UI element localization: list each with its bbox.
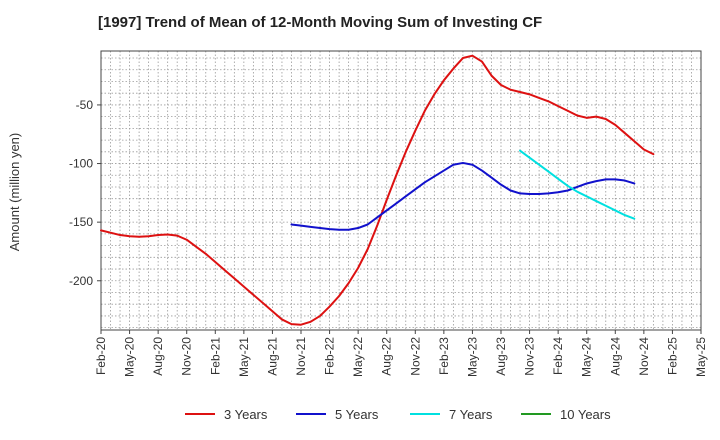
grid-layer (101, 51, 701, 330)
y-tick-label: -150 (69, 215, 93, 229)
legend-label-5-years: 5 Years (335, 407, 379, 422)
series-line-3-years (100, 54, 655, 326)
x-tick-label: Aug-24 (608, 337, 622, 376)
x-tick-label: Nov-23 (523, 337, 537, 376)
x-tick-label: Feb-23 (437, 337, 451, 375)
x-tick-label: Aug-23 (494, 337, 508, 376)
x-tick-label: May-20 (123, 337, 137, 377)
x-tick-label: Feb-22 (323, 337, 337, 375)
series-layer (100, 54, 655, 326)
chart-title: [1997] Trend of Mean of 12-Month Moving … (98, 14, 543, 31)
legend-label-7-years: 7 Years (449, 407, 493, 422)
y-tick-label: -200 (69, 274, 93, 288)
x-tick-label: May-23 (465, 337, 479, 377)
x-tick-label: Aug-21 (265, 337, 279, 376)
x-tick-label: Feb-24 (551, 337, 565, 375)
series-line-5-years (290, 161, 636, 231)
plot-frame (100, 50, 702, 331)
x-tick-label: Feb-25 (665, 337, 679, 375)
x-tick-label: Aug-20 (151, 337, 165, 376)
x-tick-label: Feb-21 (208, 337, 222, 375)
x-tick-label: May-25 (694, 337, 708, 377)
y-tick-label: -100 (69, 157, 93, 171)
x-tick-label: Nov-24 (637, 337, 651, 376)
y-tick-label: -50 (76, 98, 94, 112)
x-tick-label: May-21 (237, 337, 251, 377)
legend-label-3-years: 3 Years (224, 407, 268, 422)
x-tick-label: May-22 (351, 337, 365, 377)
legend: 3 Years 5 Years 7 Years 10 Years (185, 407, 611, 422)
plot-border (100, 50, 702, 331)
x-tick-label: Feb-20 (94, 337, 108, 375)
x-tick-label: Nov-20 (180, 337, 194, 376)
legend-label-10-years: 10 Years (560, 407, 611, 422)
series-line-7-years (519, 149, 636, 220)
x-axis-ticks: Feb-20 May-20 Aug-20 Nov-20 Feb-21 May-21 Aug-… (94, 330, 708, 377)
x-tick-label: Nov-22 (408, 337, 422, 376)
y-axis-ticks: -50 -100 -150 -200 (69, 98, 101, 288)
y-axis-label: Amount (million yen) (7, 133, 22, 252)
x-tick-label: Aug-22 (380, 337, 394, 376)
x-tick-label: Nov-21 (294, 337, 308, 376)
x-tick-label: May-24 (580, 337, 594, 377)
